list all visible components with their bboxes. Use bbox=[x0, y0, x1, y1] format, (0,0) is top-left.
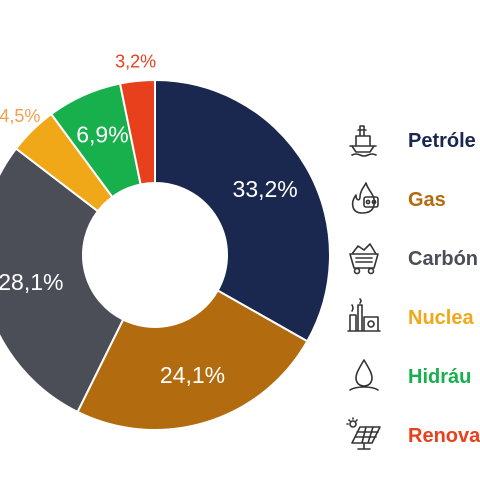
legend-label: Gas bbox=[408, 189, 446, 211]
legend-item-nuclea: Nuclea bbox=[347, 298, 474, 332]
slice-petr-le bbox=[154, 78, 331, 343]
legend-item-petr-le: Petróle bbox=[349, 125, 476, 157]
legend-label: Nuclea bbox=[408, 307, 474, 329]
oil-platform-icon bbox=[349, 125, 377, 157]
slice-label-renova: 3,2% bbox=[115, 52, 156, 72]
donut-slices bbox=[0, 78, 331, 431]
slice-label-nuclea: 4,5% bbox=[0, 106, 40, 126]
slice-renova bbox=[118, 78, 156, 186]
slice-label-hidr-u: 6,9% bbox=[76, 122, 128, 148]
slice-gas bbox=[76, 289, 309, 431]
legend-item-gas: Gas bbox=[351, 182, 446, 214]
slice-label-gas: 24,1% bbox=[160, 362, 225, 388]
slice-labels: 33,2% 24,1% 28,1% 4,5% 6,9% 3,2% bbox=[0, 52, 298, 388]
legend-label: Petróle bbox=[408, 130, 476, 152]
legend: Petróle Gas Carbón Nuclea Hidráu Renova bbox=[346, 125, 480, 450]
legend-label: Carbón bbox=[408, 248, 478, 270]
legend-item-carb-n: Carbón bbox=[349, 243, 478, 275]
legend-label: Hidráu bbox=[408, 366, 471, 388]
solar-panel-icon bbox=[346, 417, 381, 450]
water-drop-icon bbox=[349, 359, 379, 391]
legend-item-hidr-u: Hidráu bbox=[349, 359, 471, 391]
nuclear-plant-icon bbox=[347, 298, 381, 332]
gas-flame-icon bbox=[351, 182, 379, 214]
slice-carb-n bbox=[0, 147, 125, 414]
slice-label-carb-n: 28,1% bbox=[0, 269, 63, 295]
legend-item-renova: Renova bbox=[346, 417, 480, 450]
legend-label: Renova bbox=[408, 425, 480, 447]
slice-label-petr-le: 33,2% bbox=[233, 176, 298, 202]
coal-cart-icon bbox=[349, 243, 379, 275]
